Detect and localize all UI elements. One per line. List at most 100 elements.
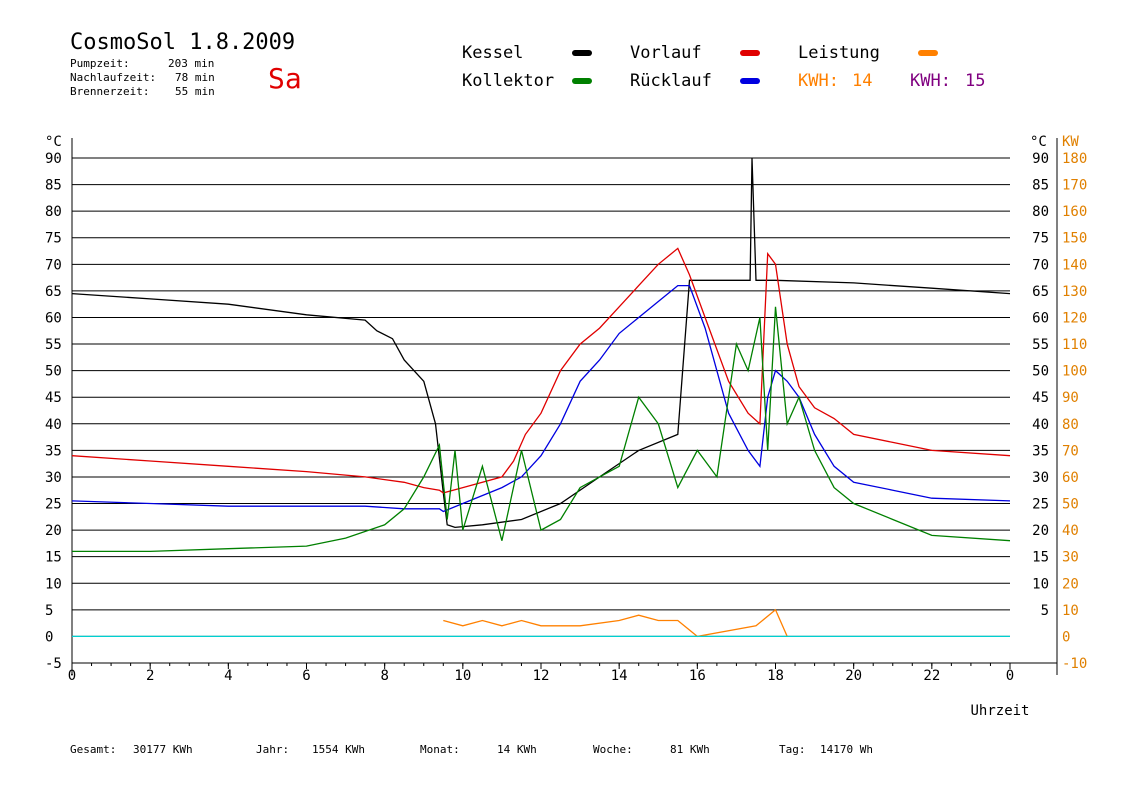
y-tick-right-kw-150: 150: [1062, 231, 1087, 247]
x-tick-label-6: 12: [533, 668, 550, 684]
y-tick-left-80: 80: [45, 204, 62, 220]
y-tick-right-kw-140: 140: [1062, 257, 1087, 273]
legend-kollektor-label: Kollektor: [462, 71, 555, 91]
legend-kessel-label: Kessel: [462, 43, 524, 63]
footer-woche-label: Woche:: [593, 743, 633, 756]
y-unit-left: °C: [45, 134, 62, 150]
y-tick-left-25: 25: [45, 497, 62, 513]
y-tick-right-kw-130: 130: [1062, 284, 1087, 300]
x-tick-label-5: 10: [454, 668, 471, 684]
stat-brennerzeit-value: 55 min: [175, 85, 215, 98]
stat-nachlaufzeit-label: Nachlaufzeit:: [70, 71, 157, 84]
y-tick-right-c-75: 75: [1032, 231, 1049, 247]
y-tick-left-30: 30: [45, 470, 62, 486]
x-axis-label: Uhrzeit: [970, 703, 1029, 719]
y-tick-left-90: 90: [45, 151, 62, 167]
x-tick-label-0: 0: [68, 668, 76, 684]
legend-kessel-swatch: [572, 50, 592, 56]
y-tick-right-c-15: 15: [1032, 550, 1049, 566]
y-tick-right-kw-50: 50: [1062, 497, 1079, 513]
y-tick-right-kw-180: 180: [1062, 151, 1087, 167]
y-unit-right-kw: KW: [1062, 134, 1079, 150]
legend-ruecklauf-label: Rücklauf: [630, 71, 712, 91]
x-tick-label-10: 20: [845, 668, 862, 684]
y-tick-right-c-5: 5: [1041, 603, 1049, 619]
y-tick-right-kw-0: 0: [1062, 629, 1070, 645]
y-tick-left--5: -5: [45, 656, 62, 672]
y-tick-right-c-55: 55: [1032, 337, 1049, 353]
legend-kwh2-value: 15: [965, 71, 986, 91]
y-tick-left-75: 75: [45, 231, 62, 247]
x-tick-label-9: 18: [767, 668, 784, 684]
y-tick-right-c-70: 70: [1032, 257, 1049, 273]
footer-jahr-value: 1554 KWh: [312, 743, 365, 756]
y-tick-left-45: 45: [45, 390, 62, 406]
series-line-kollektor: [72, 306, 1011, 553]
y-tick-right-kw-10: 10: [1062, 603, 1079, 619]
stat-pumpzeit-label: Pumpzeit:: [70, 57, 130, 70]
x-tick-label-7: 14: [611, 668, 628, 684]
footer-gesamt-value: 30177 KWh: [133, 743, 193, 756]
y-tick-right-kw--10: -10: [1062, 656, 1087, 672]
x-tick-label-3: 6: [302, 668, 310, 684]
y-tick-right-kw-170: 170: [1062, 178, 1087, 194]
x-tick-label-8: 16: [689, 668, 706, 684]
y-tick-left-15: 15: [45, 550, 62, 566]
y-tick-right-c-60: 60: [1032, 310, 1049, 326]
y-tick-left-70: 70: [45, 257, 62, 273]
y-tick-right-kw-40: 40: [1062, 523, 1079, 539]
y-tick-left-60: 60: [45, 310, 62, 326]
y-unit-right-c: °C: [1030, 134, 1047, 150]
y-tick-right-kw-100: 100: [1062, 364, 1087, 380]
y-tick-right-kw-70: 70: [1062, 443, 1079, 459]
y-tick-right-kw-80: 80: [1062, 417, 1079, 433]
y-tick-right-c-30: 30: [1032, 470, 1049, 486]
y-tick-left-20: 20: [45, 523, 62, 539]
series-line-kessel: [71, 157, 1011, 529]
y-tick-right-kw-120: 120: [1062, 310, 1087, 326]
x-tick-label-12: 0: [1006, 668, 1014, 684]
y-tick-left-55: 55: [45, 337, 62, 353]
x-tick-label-2: 4: [224, 668, 232, 684]
y-tick-right-c-45: 45: [1032, 390, 1049, 406]
chart-title: CosmoSol 1.8.2009: [70, 30, 296, 55]
legend-leistung-swatch: [918, 50, 938, 56]
y-tick-right-c-25: 25: [1032, 497, 1049, 513]
x-tick-label-1: 2: [146, 668, 154, 684]
y-tick-right-c-50: 50: [1032, 364, 1049, 380]
stat-brennerzeit-label: Brennerzeit:: [70, 85, 150, 98]
footer-monat-value: 14 KWh: [497, 743, 537, 756]
footer-jahr-label: Jahr:: [256, 743, 290, 756]
y-tick-right-c-10: 10: [1032, 576, 1049, 592]
y-tick-right-c-85: 85: [1032, 178, 1049, 194]
y-tick-right-kw-60: 60: [1062, 470, 1079, 486]
y-tick-right-c-20: 20: [1032, 523, 1049, 539]
y-tick-left-85: 85: [45, 178, 62, 194]
legend-kwh2-label: KWH:: [910, 71, 951, 91]
stat-pumpzeit-value: 203 min: [168, 57, 215, 70]
footer-tag-value: 14170 Wh: [820, 743, 873, 756]
y-tick-right-c-90: 90: [1032, 151, 1049, 167]
footer-tag-label: Tag:: [779, 743, 806, 756]
series-line-leistung: [443, 608, 788, 638]
footer-monat-label: Monat:: [420, 743, 460, 756]
legend-leistung-label: Leistung: [798, 43, 880, 63]
y-tick-right-c-65: 65: [1032, 284, 1049, 300]
y-tick-left-0: 0: [45, 629, 53, 645]
y-tick-right-c-35: 35: [1032, 443, 1049, 459]
x-tick-label-11: 22: [923, 668, 940, 684]
y-tick-right-kw-20: 20: [1062, 576, 1079, 592]
y-tick-left-35: 35: [45, 443, 62, 459]
y-tick-left-40: 40: [45, 417, 62, 433]
legend-vorlauf-swatch: [740, 50, 760, 56]
legend-ruecklauf-swatch: [740, 78, 760, 84]
y-tick-left-5: 5: [45, 603, 53, 619]
y-tick-right-kw-30: 30: [1062, 550, 1079, 566]
footer-woche-value: 81 KWh: [670, 743, 710, 756]
legend-kollektor-swatch: [572, 78, 592, 84]
weekday-label: Sa: [268, 62, 302, 95]
y-tick-right-c-80: 80: [1032, 204, 1049, 220]
footer-gesamt-label: Gesamt:: [70, 743, 117, 756]
y-tick-right-kw-160: 160: [1062, 204, 1087, 220]
legend-kwh1-value: 14: [852, 71, 873, 91]
